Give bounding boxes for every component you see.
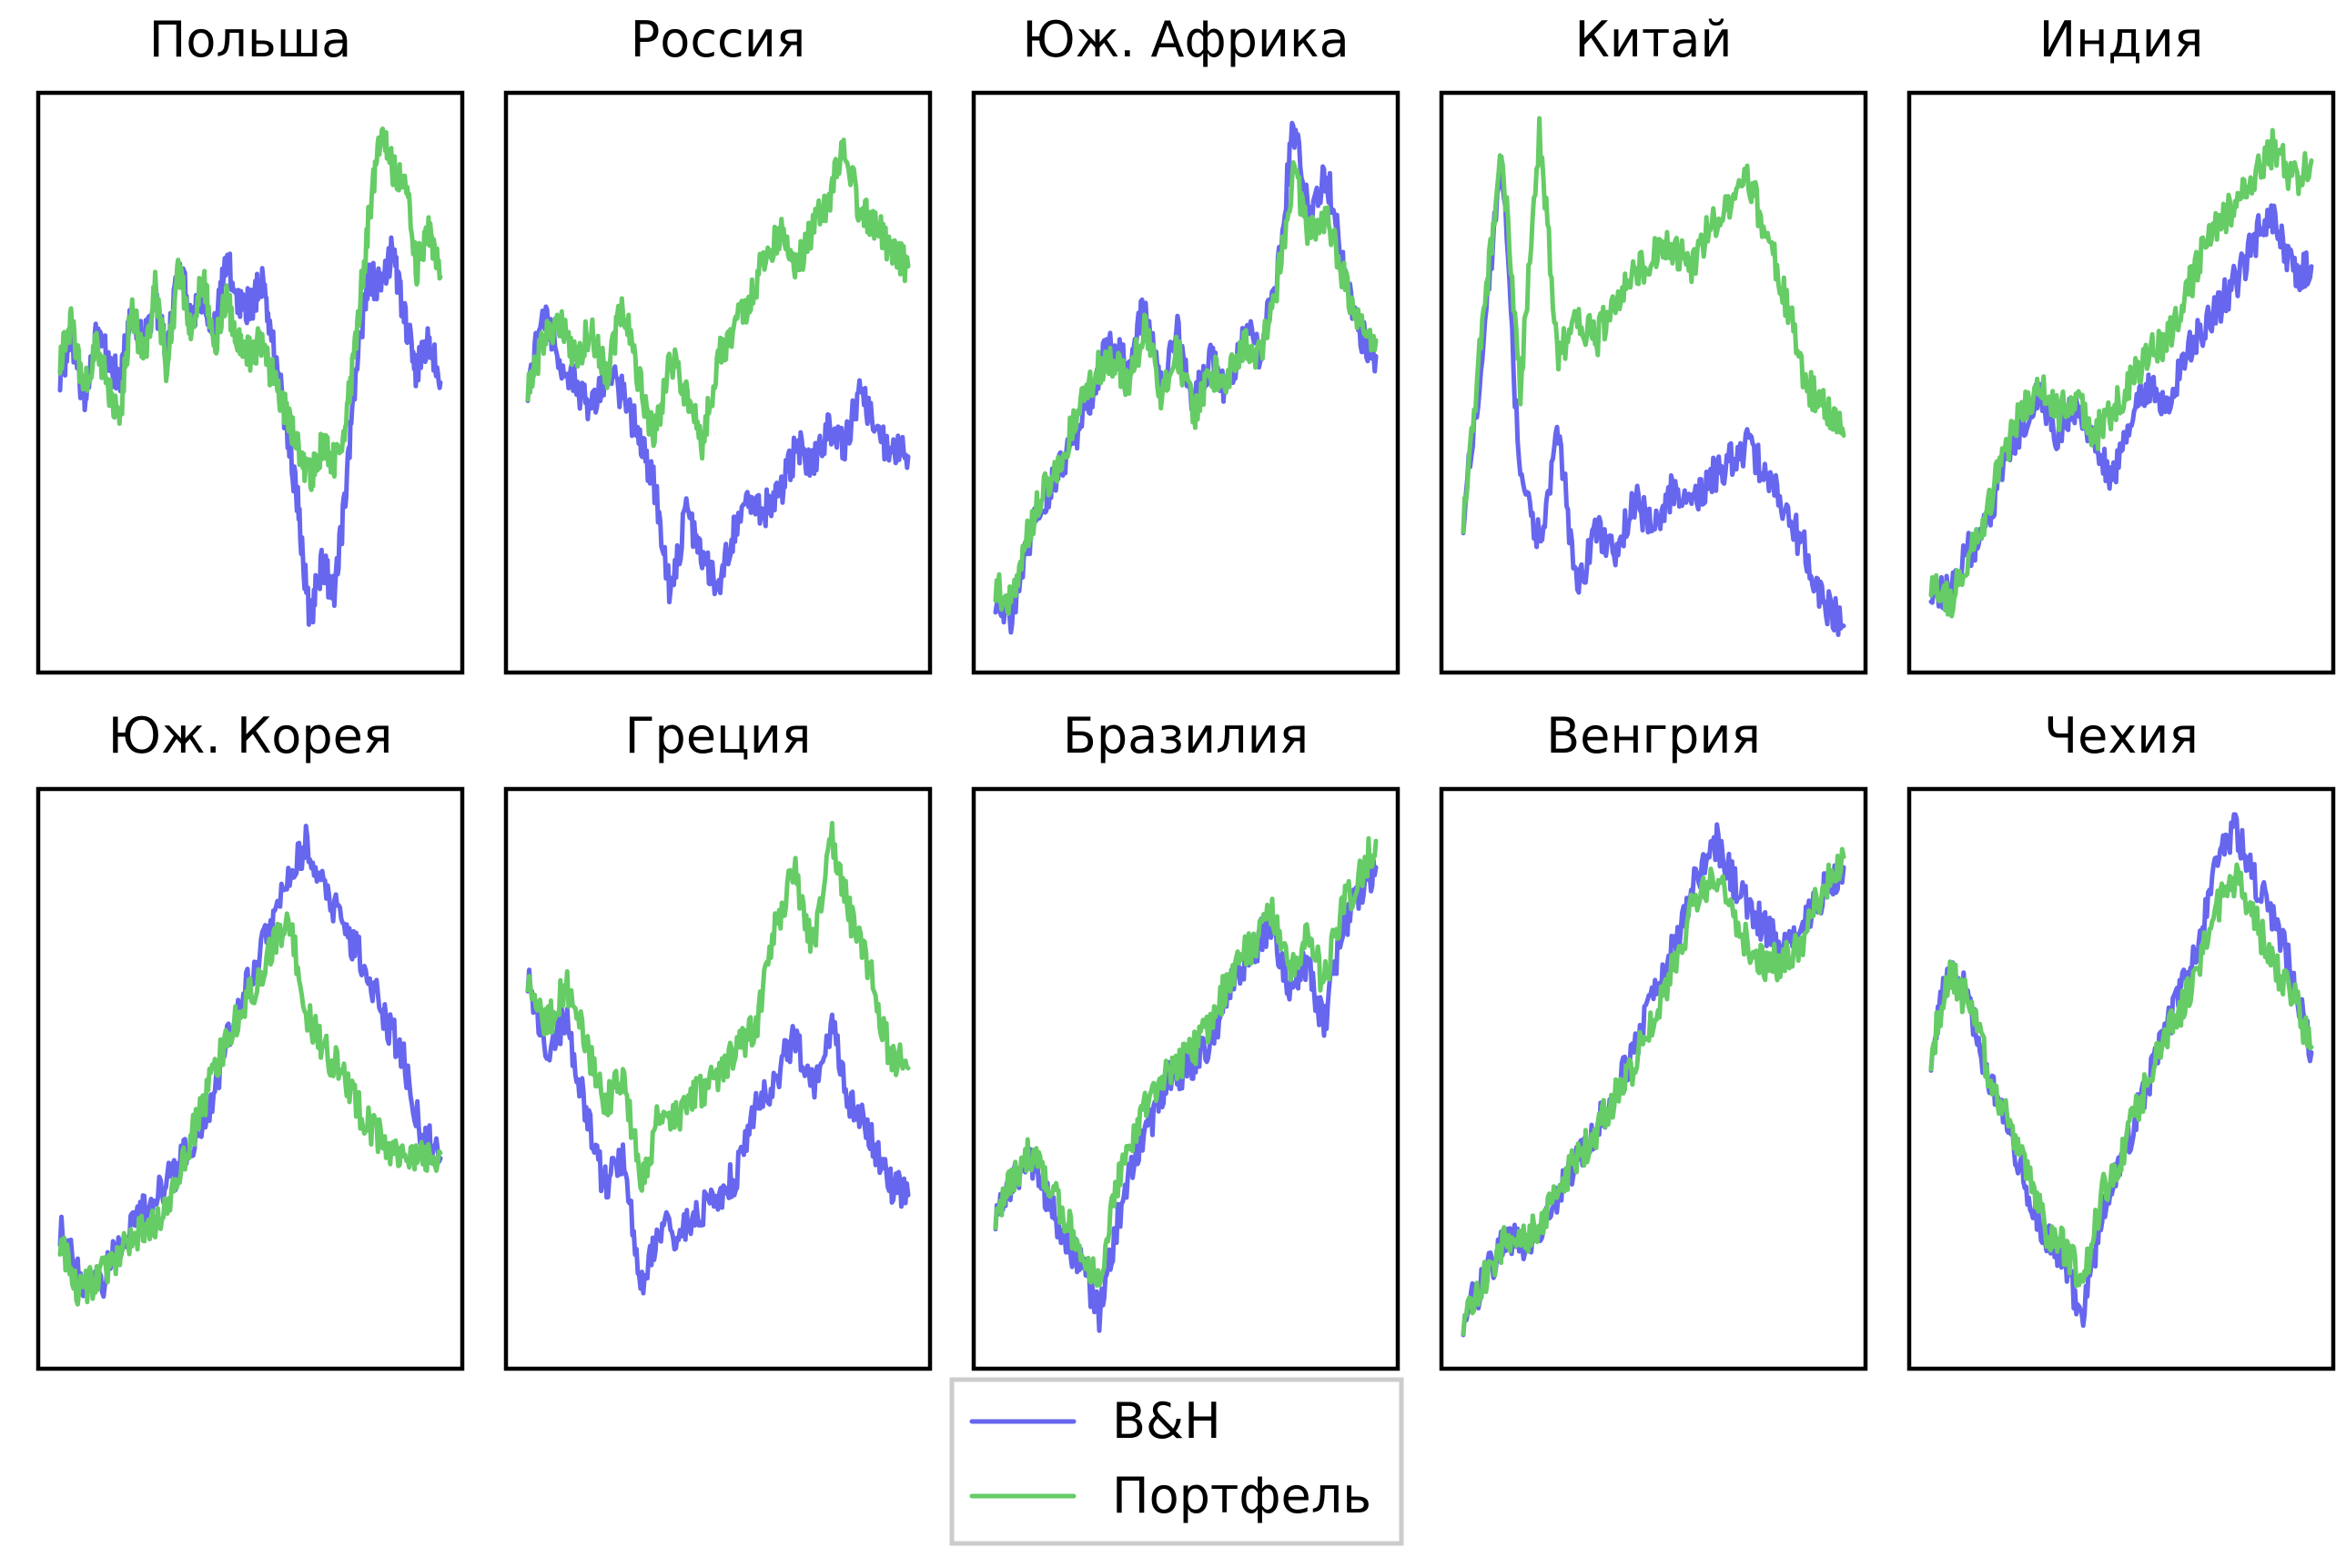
series-line-portfolio [525,821,911,1193]
panel-frame [503,90,933,675]
panel-frame [35,90,465,675]
legend-box [949,1377,1404,1546]
series-line-portfolio [1928,862,2314,1289]
panel: Греция [503,707,933,1371]
series-line-portfolio [993,835,1379,1288]
panel-frame [971,90,1401,675]
series-line-portfolio [57,911,443,1307]
panel: Чехия [1906,707,2336,1371]
series-line-bh [57,235,443,627]
panel-frame [971,786,1401,1371]
series-line-portfolio [57,126,443,492]
panel-title: Венгрия [1546,707,1761,764]
series-line-portfolio [525,137,911,461]
series-line-bh [1461,822,1846,1338]
panel-title: Россия [631,11,806,68]
legend-label-bh: B&H [1112,1392,1221,1450]
series-line-portfolio [1461,116,1846,534]
panel-title: Греция [625,707,812,764]
series-line-bh [525,967,911,1296]
panel-frame [1906,90,2336,675]
panel-frame [1439,90,1868,675]
series-line-portfolio [1461,846,1846,1337]
series-line-bh [1461,154,1846,637]
panel-title: Бразилия [1063,707,1309,764]
series-line-bh [57,824,443,1300]
panel-title: Юж. Африка [1022,11,1349,68]
panel: Венгрия [1439,707,1868,1371]
panel: Индия [1906,11,2336,675]
panel-title: Юж. Корея [108,707,393,764]
panel-frame [35,786,465,1371]
panel-frame [1439,786,1868,1371]
panel-title: Китай [1574,11,1732,68]
panel-title: Чехия [2044,707,2199,764]
panel-frame [503,786,933,1371]
panel-title: Польша [149,11,352,68]
panel-title: Индия [2039,11,2204,68]
series-line-bh [525,304,911,605]
panel-frame [1906,786,2336,1371]
panels-group: Польша Россия Юж. Африка Китай Индия Юж. Коре… [35,11,2336,1371]
series-line-bh [993,857,1379,1333]
series-line-portfolio [993,160,1379,616]
panel: Китай [1439,11,1868,675]
panel: Юж. Корея [35,707,465,1371]
legend-label-portfolio: Портфель [1112,1467,1371,1524]
panel: Россия [503,11,933,675]
panel: Бразилия [971,707,1401,1371]
panel: Польша [35,11,465,675]
series-line-bh [1928,203,2314,611]
panel: Юж. Африка [971,11,1401,675]
series-line-portfolio [1928,127,2314,619]
legend: B&H Портфель [949,1377,1404,1546]
